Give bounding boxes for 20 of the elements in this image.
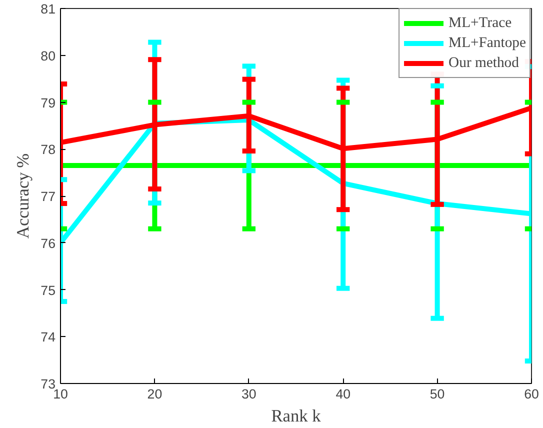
legend-label: ML+Fantope (448, 34, 526, 52)
x-tick-label: 40 (336, 386, 351, 402)
x-tick-label: 20 (147, 386, 162, 402)
y-tick-label: 74 (40, 330, 56, 345)
y-tick-label: 80 (40, 48, 56, 64)
x-tick-label: 30 (241, 386, 256, 402)
y-tick-label: 77 (40, 189, 56, 204)
y-tick-label: 76 (40, 236, 56, 251)
x-tick-label: 10 (53, 386, 68, 402)
x-tick-label: 60 (524, 386, 539, 402)
x-axis-title: Rank k (271, 406, 322, 426)
y-tick-label: 79 (40, 95, 56, 110)
y-tick-label: 81 (40, 2, 56, 16)
legend-label: Our method (448, 54, 519, 72)
y-tick-label: 73 (40, 376, 56, 392)
y-tick-label: 75 (40, 282, 56, 298)
x-tick-label: 50 (430, 386, 445, 402)
y-axis-title: Accuracy % (14, 153, 33, 239)
y-tick-label: 78 (40, 142, 56, 158)
legend-label: ML+Trace (448, 14, 512, 32)
